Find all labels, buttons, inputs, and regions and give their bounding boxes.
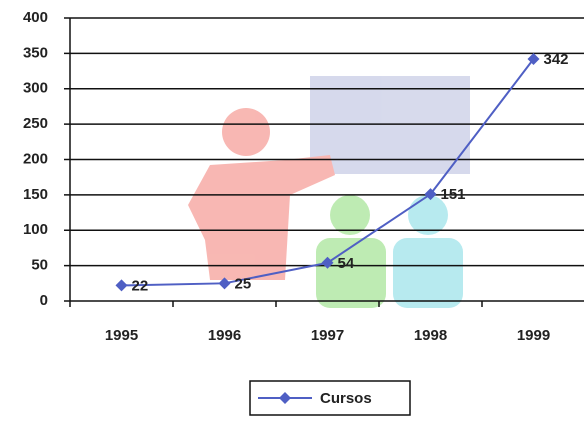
y-tick-label: 100: [23, 221, 48, 238]
legend: Cursos: [249, 380, 411, 416]
data-label: 22: [132, 277, 149, 294]
y-tick-label: 250: [23, 115, 48, 132]
data-point: [527, 53, 540, 66]
y-tick-label: 50: [31, 257, 48, 274]
y-tick-label: 300: [23, 80, 48, 97]
y-tick-label: 0: [40, 292, 48, 309]
data-point: [218, 277, 231, 290]
x-tick-label: 1996: [208, 327, 241, 344]
y-tick-label: 150: [23, 186, 48, 203]
x-tick-label: 1995: [105, 327, 138, 344]
data-label: 342: [544, 51, 569, 68]
x-tick-label: 1999: [517, 327, 550, 344]
background-clipart: [188, 76, 470, 308]
data-point: [321, 256, 334, 269]
x-tick-label: 1998: [414, 327, 447, 344]
y-tick-label: 400: [23, 9, 48, 26]
x-tick-label: 1997: [311, 327, 344, 344]
data-label: 151: [441, 186, 466, 203]
data-point: [115, 279, 128, 292]
data-label: 25: [235, 275, 252, 292]
legend-marker: [279, 392, 291, 404]
legend-label: Cursos: [320, 390, 372, 407]
y-tick-label: 200: [23, 150, 48, 167]
y-tick-label: 350: [23, 44, 48, 61]
data-point: [424, 188, 437, 201]
data-label: 54: [338, 255, 355, 272]
